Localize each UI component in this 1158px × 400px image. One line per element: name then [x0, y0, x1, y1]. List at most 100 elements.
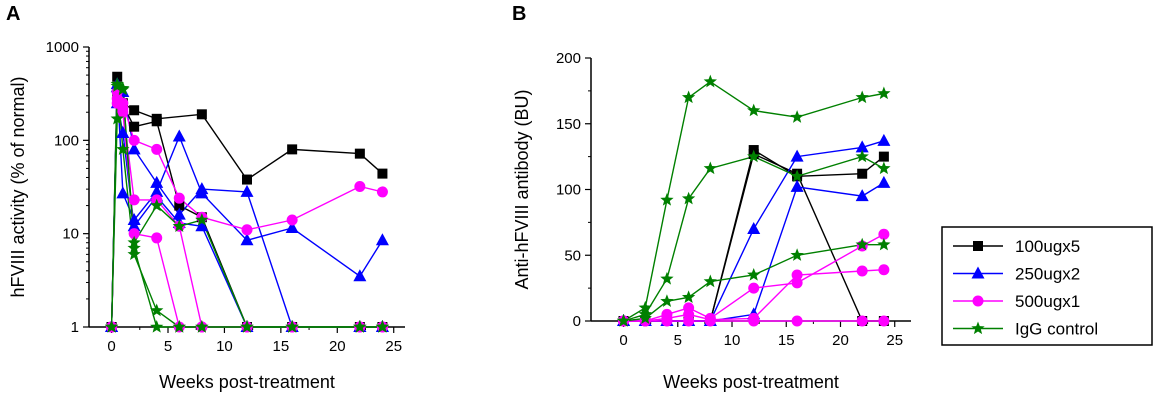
panel-b-series-igg-7-point — [855, 90, 869, 104]
panel-a-series-s500-5-point — [173, 192, 185, 204]
panel-a-series-s500-7-line — [110, 100, 383, 328]
legend-s500-marker — [972, 295, 984, 307]
panel-a-series-s100-0-point — [287, 144, 298, 155]
panel-b-y-axis-title: Anti-hFVIII antibody (BU) — [512, 89, 532, 289]
panel-b-series-s500-5-point — [856, 265, 868, 277]
panel-b-series-igg-9-point — [747, 267, 761, 281]
panel-b-series-s500-6-point — [683, 315, 695, 327]
panel-a-series-s500-7-point — [128, 228, 140, 240]
panel-b-x-tick-label: 15 — [778, 332, 795, 349]
panel-b-series-igg-7-point — [638, 300, 652, 314]
panel-a-series-igg-10-point — [353, 320, 367, 333]
panel-a-series-s100-0-point — [112, 71, 123, 82]
panel-a-series-s500-7-point — [111, 97, 123, 109]
panel-b-x-axis-title: Weeks post-treatment — [663, 372, 839, 392]
panel-a-series-s100-1-point — [174, 200, 185, 211]
panel-a-series-igg-8-point — [150, 198, 164, 212]
legend-s500-label: 500ugx1 — [1015, 292, 1080, 311]
panel-a-series-igg-9-point — [116, 142, 130, 156]
panel-b-x-tick-label: 5 — [674, 332, 682, 349]
panel-a-x-axis-title: Weeks post-treatment — [159, 372, 335, 392]
panel-b-y-tick-label: 0 — [573, 313, 581, 330]
legend-s250-label: 250ugx2 — [1015, 265, 1080, 284]
panel-a-series-s100-0-point — [377, 168, 388, 179]
panel-a-series-s250-3-point — [353, 269, 367, 282]
panel-a-series-igg-9-point — [150, 303, 164, 317]
panel-a-series-s250-2-point — [127, 142, 141, 155]
panel-b-series-s500-6-point — [704, 315, 716, 327]
panel-b-series-igg-9-point — [616, 314, 631, 327]
panel-a-x-tick-label: 25 — [385, 338, 402, 355]
panel-a-series-igg-8-point — [172, 219, 186, 232]
panel-b-x-tick-label: 0 — [619, 332, 627, 349]
panel-a-series-igg-10-point — [104, 320, 119, 333]
panel-a-series-s250-3-point — [195, 186, 209, 199]
panel-a-series-igg-10-point — [127, 241, 141, 254]
panel-a-series-s100-0-point — [196, 109, 207, 120]
panel-b-series-s500-4-point — [878, 228, 890, 240]
panel-b-series-igg-9-point — [790, 248, 804, 261]
panel-a-series-igg-10-point — [110, 79, 124, 92]
panel-a-series-s250-4-point — [127, 219, 141, 232]
panel-b-series-s250-2-point — [747, 221, 761, 234]
panel-a-series-igg-10-point — [172, 320, 186, 333]
panel-a-y-tick-label: 1000 — [46, 39, 79, 56]
panel-a-series-s500-5-point — [151, 143, 163, 155]
panel-b-series-s500-6-point — [661, 315, 673, 327]
panel-b-series-s250-3-point — [790, 179, 804, 192]
panel-b-series-s500-5-point — [791, 269, 803, 281]
panel-a-series-igg-10-point — [116, 81, 130, 95]
legend-igg-marker — [971, 321, 985, 335]
panel-b-series-igg-7-point — [703, 74, 717, 88]
panel-b-x-tick-label: 20 — [832, 332, 849, 349]
panel-a-series-s100-1-point — [151, 116, 162, 127]
panel-b-series-igg-9-point — [855, 237, 869, 251]
panel-a-series-s100-0-point — [242, 174, 252, 185]
panel-a-chart: 0 5 10 15 20 25 1 10 100 1000 Weeks post-treatment… — [8, 39, 405, 392]
legend-s100-marker — [973, 241, 983, 251]
panel-a-series-igg-8-point — [195, 213, 209, 226]
panel-a-y-axis-title: hFVIII activity (% of normal) — [8, 76, 28, 297]
panel-b-series-igg-7-point — [660, 193, 674, 206]
panel-a-y-tick-label: 100 — [54, 132, 79, 149]
panel-a-series-igg-8-point — [110, 111, 124, 125]
panel-a-series-s500-7-point — [117, 106, 129, 118]
panel-b-chart: 0 5 10 15 20 25 0 50 100 150 200 Weeks post-treatme… — [512, 50, 911, 392]
panel-a-series-s500-5-point — [354, 181, 366, 193]
panel-a-x-tick-label: 20 — [329, 338, 346, 355]
panel-b-series-igg-8-point — [855, 149, 869, 163]
panel-b-series-s500-6-point — [878, 315, 890, 327]
panel-a-series-s100-0-point — [129, 105, 140, 116]
panel-b-series-s250-2-point — [855, 140, 869, 153]
panel-a-series-s500-6-point — [128, 194, 140, 206]
panel-a-x-tick-label: 10 — [216, 338, 233, 355]
panel-a-series-s500-5-point — [286, 214, 298, 226]
panel-a-series-s250-2-point — [150, 175, 164, 188]
panel-a-series-s100-1-point — [129, 121, 140, 132]
panel-b-series-s500-6-point — [748, 315, 760, 327]
panel-b-series-s100-0-point — [878, 151, 889, 162]
panel-b-series-igg-7-point — [877, 86, 891, 100]
legend-s100-label: 100ugx5 — [1015, 237, 1080, 256]
panel-b-letter: B — [512, 3, 526, 25]
panel-b-series-s250-3-point — [855, 189, 869, 202]
panel-a-series-s250-3-point — [116, 186, 130, 199]
panel-b-series-igg-7-point — [790, 110, 804, 123]
panel-b-series-igg-8-point — [681, 191, 696, 205]
panel-a-series-igg-10-point — [195, 320, 209, 333]
panel-a-series-s250-4-line — [110, 103, 383, 328]
panel-b-y-tick-label: 200 — [556, 50, 581, 67]
panel-a-y-tick-label: 1 — [71, 319, 79, 336]
panel-b-x-tick-label: 10 — [724, 332, 741, 349]
panel-b-series-s500-4-point — [791, 277, 803, 289]
panel-b-series-igg-8-point — [703, 161, 717, 175]
panel-b-y-tick-label: 100 — [556, 182, 581, 199]
panel-b-series-igg-8-point — [877, 161, 891, 175]
legend-igg-label: IgG control — [1015, 320, 1098, 339]
panel-b-series-igg-7-point — [747, 103, 761, 117]
panel-a-series-igg-10-point — [375, 320, 390, 333]
panel-a-series-s250-4-point — [195, 219, 209, 232]
panel-b-series-s500-6-point — [791, 315, 803, 327]
panel-b-series-s100-0-line — [623, 148, 885, 322]
